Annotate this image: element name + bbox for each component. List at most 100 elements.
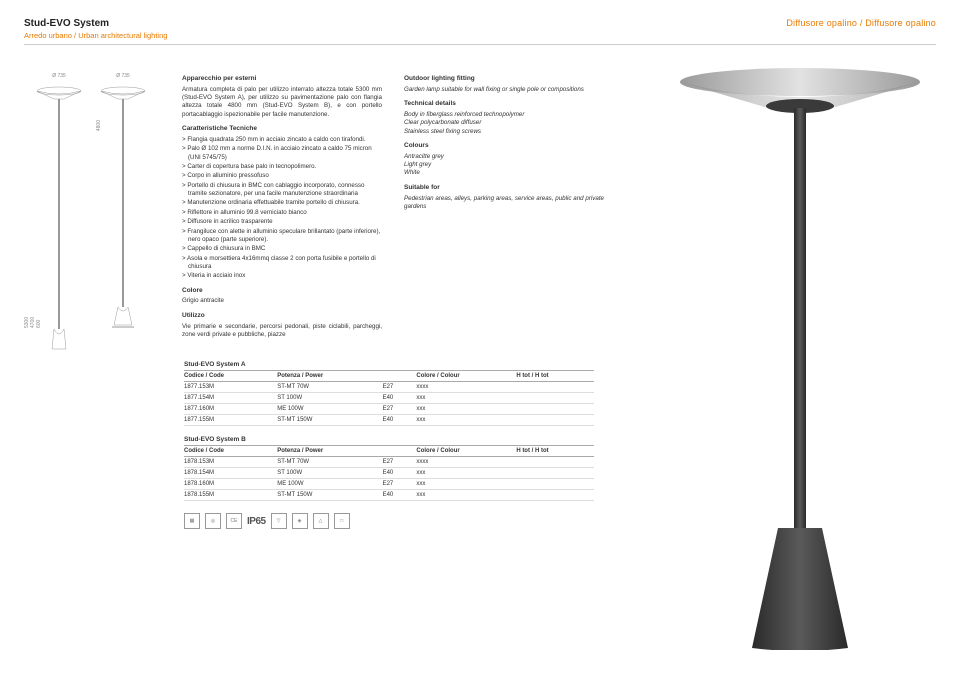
it-spec-4: > Corpo in alluminio pressofuso: [182, 172, 382, 180]
en-heading-1: Outdoor lighting fitting: [404, 75, 604, 84]
table-header: Potenza / Power: [277, 371, 382, 382]
technical-drawing: 5300 4700 600 4800 Ø 735 Ø 735: [24, 69, 164, 351]
table-cell: E27: [383, 404, 417, 415]
table-header: Colore / Colour: [416, 371, 516, 382]
table-cell: E40: [383, 393, 417, 404]
en-tech-3: Stainless steel fixing screws: [404, 128, 604, 136]
table-cell: xxx: [416, 415, 516, 426]
table-b-title: Stud-EVO System B: [184, 436, 594, 443]
table-cell: E40: [383, 490, 417, 501]
it-spec-10: > Cappello di chiusura in BMC: [182, 245, 382, 253]
cert-icon-3: CE: [226, 513, 242, 529]
table-cell: 1877.160M: [184, 404, 277, 415]
product-tables: Stud-EVO System A Codice / CodePotenza /…: [184, 361, 594, 501]
table-cell: ST 100W: [277, 393, 382, 404]
table-cell: ST-MT 70W: [277, 382, 382, 393]
it-heading-4: Utilizzo: [182, 312, 382, 321]
table-header: Colore / Colour: [416, 446, 516, 457]
diameter-label-1: Ø 735: [52, 73, 66, 79]
it-heading-2: Caratteristiche Tecniche: [182, 125, 382, 134]
product-title: Stud-EVO System: [24, 18, 167, 29]
en-heading-3: Colours: [404, 142, 604, 151]
it-color: Grigio antracite: [182, 297, 382, 305]
table-cell: ME 100W: [277, 479, 382, 490]
it-spec-11: > Asola e morsettiera 4x16mmq classe 2 c…: [182, 255, 382, 272]
dim-600: 600: [36, 72, 42, 328]
page-header: Stud-EVO System Arredo urbano / Urban ar…: [24, 18, 936, 45]
table-cell: xxx: [416, 479, 516, 490]
table-header: Potenza / Power: [277, 446, 382, 457]
table-row: 1878.160MME 100WE27xxx: [184, 479, 594, 490]
ip-rating: IP65: [247, 513, 266, 529]
cert-icon-4: ▽: [271, 513, 287, 529]
dimension-labels-left: 5300 4700 600: [24, 70, 42, 330]
table-b: Codice / CodePotenza / Power Colore / Col…: [184, 445, 594, 501]
table-row: 1878.154MST 100WE40xxx: [184, 468, 594, 479]
en-heading-4: Suitable for: [404, 184, 604, 193]
table-header: H tot / H tot: [516, 446, 594, 457]
table-cell: 1878.153M: [184, 457, 277, 468]
it-heading-3: Colore: [182, 287, 382, 296]
table-row: 1877.153MST-MT 70WE27xxxx: [184, 382, 594, 393]
table-cell: [516, 404, 594, 415]
table-cell: ST-MT 70W: [277, 457, 382, 468]
en-color-1: Antracitte grey: [404, 153, 604, 161]
table-cell: ST-MT 150W: [277, 490, 382, 501]
en-heading-2: Technical details: [404, 100, 604, 109]
cert-icon-7: □: [334, 513, 350, 529]
table-row: 1878.153MST-MT 70WE27xxxx: [184, 457, 594, 468]
italian-description-column: Apparecchio per esterni Armatura complet…: [182, 69, 382, 351]
en-tech-2: Clear polycarbonate diffuser: [404, 119, 604, 127]
table-cell: xxxx: [416, 382, 516, 393]
table-cell: E27: [383, 457, 417, 468]
table-a: Codice / CodePotenza / Power Colore / Col…: [184, 370, 594, 426]
cert-icon-2: ◎: [205, 513, 221, 529]
table-row: 1877.154MST 100WE40xxx: [184, 393, 594, 404]
it-spec-3: > Carter di copertura base palo in tecno…: [182, 163, 382, 171]
table-row: 1877.155MST-MT 150WE40xxx: [184, 415, 594, 426]
en-color-3: White: [404, 169, 604, 177]
it-use: Vie primarie e secondarie, percorsi pedo…: [182, 323, 382, 340]
table-cell: xxx: [416, 490, 516, 501]
diameter-label-2: Ø 735: [116, 73, 130, 79]
table-cell: 1878.160M: [184, 479, 277, 490]
table-cell: E27: [383, 382, 417, 393]
it-spec-12: > Viteria in acciaio inox: [182, 272, 382, 280]
en-para-1: Garden lamp suitable for wall fixing or …: [404, 86, 604, 94]
table-cell: xxxx: [416, 457, 516, 468]
dim-4800: 4800: [96, 120, 102, 131]
table-cell: E40: [383, 468, 417, 479]
it-spec-5: > Portello di chiusura in BMC con cablag…: [182, 182, 382, 199]
table-cell: 1877.154M: [184, 393, 277, 404]
table-cell: [516, 382, 594, 393]
table-row: 1877.160MME 100WE27xxx: [184, 404, 594, 415]
table-cell: E27: [383, 479, 417, 490]
it-para-1: Armatura completa di palo per utilizzo i…: [182, 86, 382, 119]
table-cell: [516, 457, 594, 468]
table-cell: xxx: [416, 468, 516, 479]
table-header: [383, 446, 417, 457]
variant-label: Diffusore opalino / Diffusore opalino: [786, 18, 936, 40]
table-cell: [516, 393, 594, 404]
cert-icon-6: △: [313, 513, 329, 529]
table-cell: xxx: [416, 393, 516, 404]
pole-drawing-b: [98, 81, 148, 331]
it-spec-1: > Flangia quadrata 250 mm in acciaio zin…: [182, 136, 382, 144]
en-suitable: Pedestrian areas, alleys, parking areas,…: [404, 195, 604, 212]
table-header: H tot / H tot: [516, 371, 594, 382]
it-spec-8: > Diffusore in acrilico trasparente: [182, 218, 382, 226]
table-cell: 1877.153M: [184, 382, 277, 393]
table-cell: 1878.155M: [184, 490, 277, 501]
table-cell: xxx: [416, 404, 516, 415]
table-header: Codice / Code: [184, 446, 277, 457]
table-cell: ST 100W: [277, 468, 382, 479]
table-header: Codice / Code: [184, 371, 277, 382]
table-cell: 1878.154M: [184, 468, 277, 479]
table-cell: E40: [383, 415, 417, 426]
category-subtitle: Arredo urbano / Urban architectural ligh…: [24, 31, 167, 40]
table-cell: ST-MT 150W: [277, 415, 382, 426]
table-cell: [516, 415, 594, 426]
table-header: [383, 371, 417, 382]
it-spec-2: > Palo Ø 102 mm a norme D.I.N. in acciai…: [182, 145, 382, 162]
cert-icon-1: ▦: [184, 513, 200, 529]
